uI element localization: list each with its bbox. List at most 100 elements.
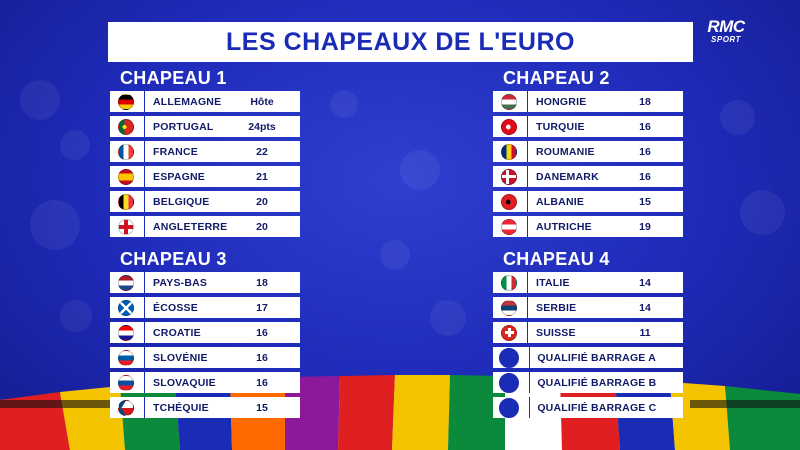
team-points: 20 <box>256 220 268 233</box>
spain-flag-icon <box>118 168 134 185</box>
italy-flag-icon <box>501 274 517 291</box>
team-name: ALBANIE <box>536 195 585 208</box>
team-name: QUALIFIÉ BARRAGE B <box>537 376 657 389</box>
row-divider <box>144 272 145 293</box>
team-name: PAYS-BAS <box>153 276 208 289</box>
team-row: SUISSE 11 <box>493 322 683 343</box>
team-points: 24pts <box>248 120 276 133</box>
team-points: 16 <box>639 145 651 158</box>
row-divider <box>144 347 145 368</box>
pot-label: CHAPEAU 3 <box>120 249 227 269</box>
team-name: CROATIE <box>153 326 201 339</box>
row-divider <box>144 216 145 237</box>
netherlands-flag-icon <box>118 274 134 291</box>
broadcaster-logo: RMC SPORT <box>696 18 756 46</box>
team-row: DANEMARK 16 <box>493 166 683 187</box>
team-row: AUTRICHE 19 <box>493 216 683 237</box>
denmark-flag-icon <box>501 168 517 185</box>
team-row: ALLEMAGNE Hôte <box>110 91 300 112</box>
hungary-flag-icon <box>501 93 517 110</box>
slovakia-flag-icon <box>118 374 134 391</box>
romania-flag-icon <box>501 143 517 160</box>
pot-label: CHAPEAU 4 <box>503 249 610 269</box>
team-name: ITALIE <box>536 276 570 289</box>
croatia-flag-icon <box>118 324 134 341</box>
team-name: AUTRICHE <box>536 220 592 233</box>
slovenia-flag-icon <box>118 349 134 366</box>
row-divider <box>144 116 145 137</box>
team-row: ITALIE 14 <box>493 272 683 293</box>
team-points: 18 <box>639 95 651 108</box>
team-points: 15 <box>256 401 268 414</box>
team-row: PAYS-BAS 18 <box>110 272 300 293</box>
logo-line2: SPORT <box>711 35 741 44</box>
team-row: ESPAGNE 21 <box>110 166 300 187</box>
switzerland-flag-icon <box>501 324 517 341</box>
team-name: ÉCOSSE <box>153 301 198 314</box>
team-row: QUALIFIÉ BARRAGE C <box>493 397 683 418</box>
team-row: TURQUIE 16 <box>493 116 683 137</box>
team-name: ESPAGNE <box>153 170 205 183</box>
row-divider <box>144 141 145 162</box>
pot-3: CHAPEAU 3 PAYS-BAS 18 ÉCOSSE 17 CROATIE 16 SLOV… <box>110 248 300 422</box>
placeholder-circle-icon <box>499 372 519 393</box>
team-name: SLOVAQUIE <box>153 376 216 389</box>
row-divider <box>527 116 528 137</box>
team-points: 11 <box>639 326 651 339</box>
row-divider <box>144 397 145 418</box>
team-points: 20 <box>256 195 268 208</box>
pot-2: CHAPEAU 2 HONGRIE 18 TURQUIE 16 ROUMANIE 16 DAN… <box>493 67 683 241</box>
team-row: PORTUGAL 24pts <box>110 116 300 137</box>
team-row: SERBIE 14 <box>493 297 683 318</box>
team-name: SERBIE <box>536 301 577 314</box>
team-points: 16 <box>639 120 651 133</box>
germany-flag-icon <box>118 93 134 110</box>
team-name: FRANCE <box>153 145 198 158</box>
austria-flag-icon <box>501 218 517 235</box>
team-points: 21 <box>256 170 268 183</box>
belgium-flag-icon <box>118 193 134 210</box>
row-divider <box>527 166 528 187</box>
team-row: ANGLETERRE 20 <box>110 216 300 237</box>
pot-4: CHAPEAU 4 ITALIE 14 SERBIE 14 SUISSE 11 QUALIFI… <box>493 248 683 422</box>
team-name: SUISSE <box>536 326 576 339</box>
page-title: LES CHAPEAUX DE L'EURO <box>226 27 575 56</box>
england-flag-icon <box>118 218 134 235</box>
team-row: CROATIE 16 <box>110 322 300 343</box>
row-divider <box>144 297 145 318</box>
team-points: 16 <box>256 376 268 389</box>
row-divider <box>527 141 528 162</box>
pot-label: CHAPEAU 1 <box>120 68 227 88</box>
team-points: Hôte <box>250 95 274 108</box>
czechia-flag-icon <box>118 399 134 416</box>
team-points: 14 <box>639 301 651 314</box>
pot-1: CHAPEAU 1 ALLEMAGNE Hôte PORTUGAL 24pts FRANC… <box>110 67 300 241</box>
team-name: ALLEMAGNE <box>153 95 222 108</box>
row-divider <box>527 216 528 237</box>
row-divider <box>144 166 145 187</box>
row-divider <box>144 322 145 343</box>
team-points: 22 <box>256 145 268 158</box>
team-name: ANGLETERRE <box>153 220 228 233</box>
team-points: 15 <box>639 195 651 208</box>
turkey-flag-icon <box>501 118 517 135</box>
logo-line1: RMC <box>707 17 745 36</box>
row-divider <box>527 297 528 318</box>
team-points: 14 <box>639 276 651 289</box>
team-name: DANEMARK <box>536 170 599 183</box>
team-name: ROUMANIE <box>536 145 595 158</box>
team-name: SLOVÉNIE <box>153 351 208 364</box>
team-row: QUALIFIÉ BARRAGE B <box>493 372 683 393</box>
team-name: PORTUGAL <box>153 120 214 133</box>
team-row: ALBANIE 15 <box>493 191 683 212</box>
team-row: SLOVAQUIE 16 <box>110 372 300 393</box>
albania-flag-icon <box>501 193 517 210</box>
row-divider <box>144 191 145 212</box>
team-points: 19 <box>639 220 651 233</box>
team-name: HONGRIE <box>536 95 587 108</box>
team-name: QUALIFIÉ BARRAGE A <box>537 351 657 364</box>
team-name: QUALIFIÉ BARRAGE C <box>537 401 657 414</box>
team-row: BELGIQUE 20 <box>110 191 300 212</box>
team-points: 17 <box>256 301 268 314</box>
portugal-flag-icon <box>118 118 134 135</box>
